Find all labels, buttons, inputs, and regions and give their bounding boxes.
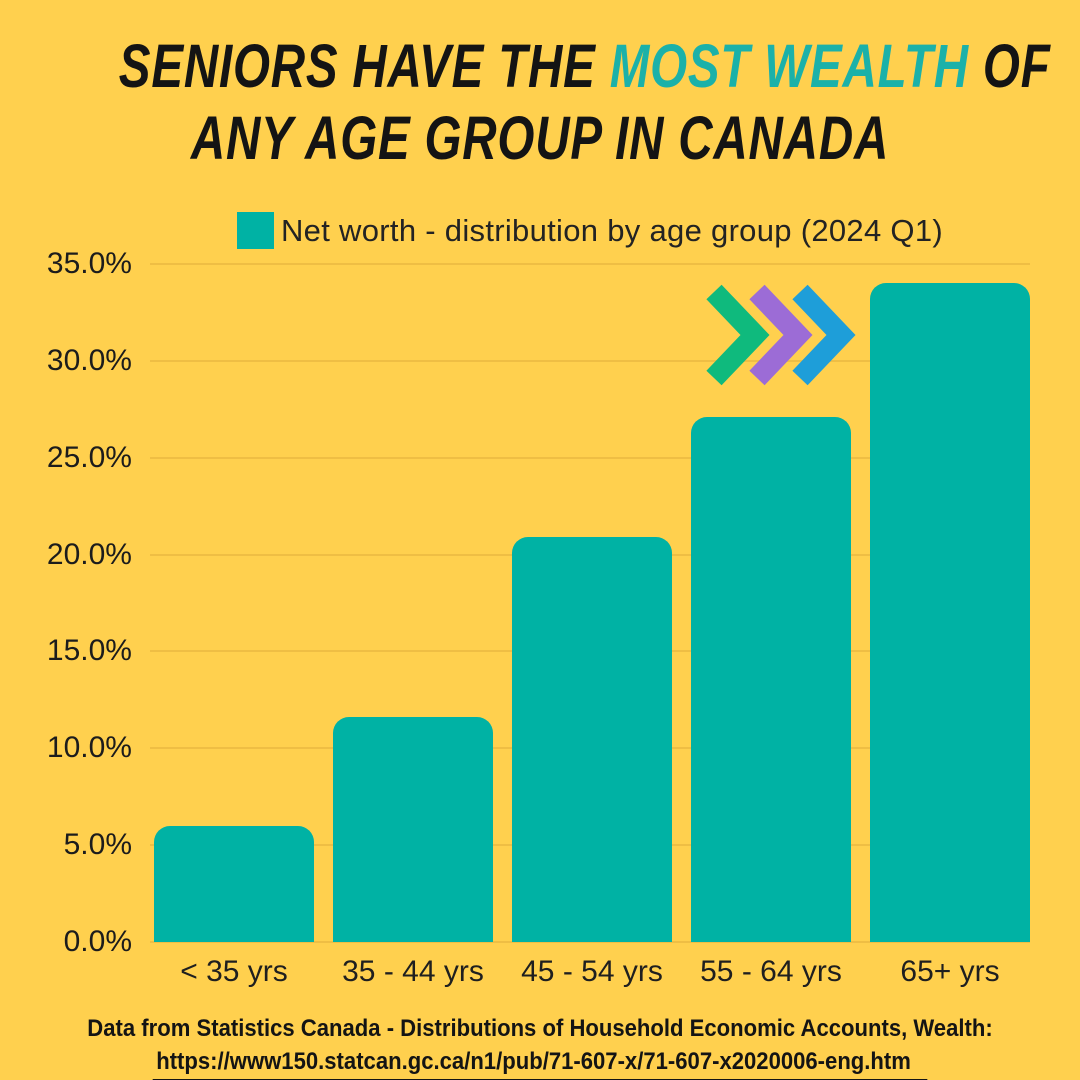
x-tick-label: 55 - 64 yrs: [700, 955, 842, 988]
y-tick-label: 25.0%: [46, 440, 132, 474]
bar-<35yrs: [154, 825, 314, 942]
chevron-green-icon: [706, 284, 770, 386]
plot-area: 0.0% 5.0% 10.0% 15.0% 20.0% 25.0% 30.0% 35.0% <…: [47, 247, 1030, 988]
x-tick-label: < 35 yrs: [180, 955, 288, 988]
y-tick-label: 35.0%: [46, 247, 132, 280]
source-footer: Data from Statistics Canada - Distributi…: [0, 1012, 1080, 1080]
x-tick-label: 65+ yrs: [900, 955, 1000, 988]
y-tick-label: 0.0%: [63, 925, 132, 958]
y-axis: 0.0% 5.0% 10.0% 15.0% 20.0% 25.0% 30.0% 35.0%: [0, 247, 132, 958]
gridline: [150, 941, 1030, 943]
x-tick-label: 35 - 44 yrs: [342, 955, 484, 988]
title-line-1: SENIORS HAVE THE MOST WEALTH OF: [118, 30, 1050, 102]
chart-legend: Net worth - distribution by age group (2…: [150, 212, 1030, 249]
page-title: SENIORS HAVE THE MOST WEALTH OF ANY AGE …: [0, 30, 1080, 174]
title-text: SENIORS HAVE THE: [118, 32, 610, 100]
triple-chevron-right-icon: [706, 284, 856, 386]
chevron-blue-icon: [792, 284, 856, 386]
gridline: [150, 456, 1030, 459]
y-tick-label: 10.0%: [46, 731, 132, 765]
title-line-2: ANY AGE GROUP IN CANADA: [190, 104, 890, 172]
title-text: OF: [968, 32, 1051, 100]
y-tick-label: 15.0%: [46, 634, 132, 668]
bar-65+yrs: [870, 283, 1030, 942]
x-tick-label: 45 - 54 yrs: [521, 955, 663, 988]
gridline: [150, 263, 1030, 265]
bar-45-54yrs: [512, 537, 672, 942]
chevron-purple-icon: [749, 284, 813, 386]
source-text: Data from Statistics Canada - Distributi…: [87, 1015, 993, 1042]
bar-35-44yrs: [333, 717, 493, 942]
y-tick-label: 30.0%: [46, 343, 132, 377]
gridline: [150, 359, 1030, 362]
y-tick-label: 20.0%: [46, 537, 132, 571]
x-axis: < 35 yrs 35 - 44 yrs 45 - 54 yrs 55 - 64 yr…: [150, 952, 1030, 996]
y-tick-label: 5.0%: [63, 828, 132, 862]
legend-label: Net worth - distribution by age group (2…: [281, 212, 943, 248]
bar-55-64yrs: [691, 417, 851, 942]
source-link[interactable]: https://www150.statcan.gc.ca/n1/pub/71-6…: [152, 1045, 928, 1080]
legend-swatch-icon: [237, 212, 274, 249]
title-highlight: MOST WEALTH: [609, 32, 969, 100]
